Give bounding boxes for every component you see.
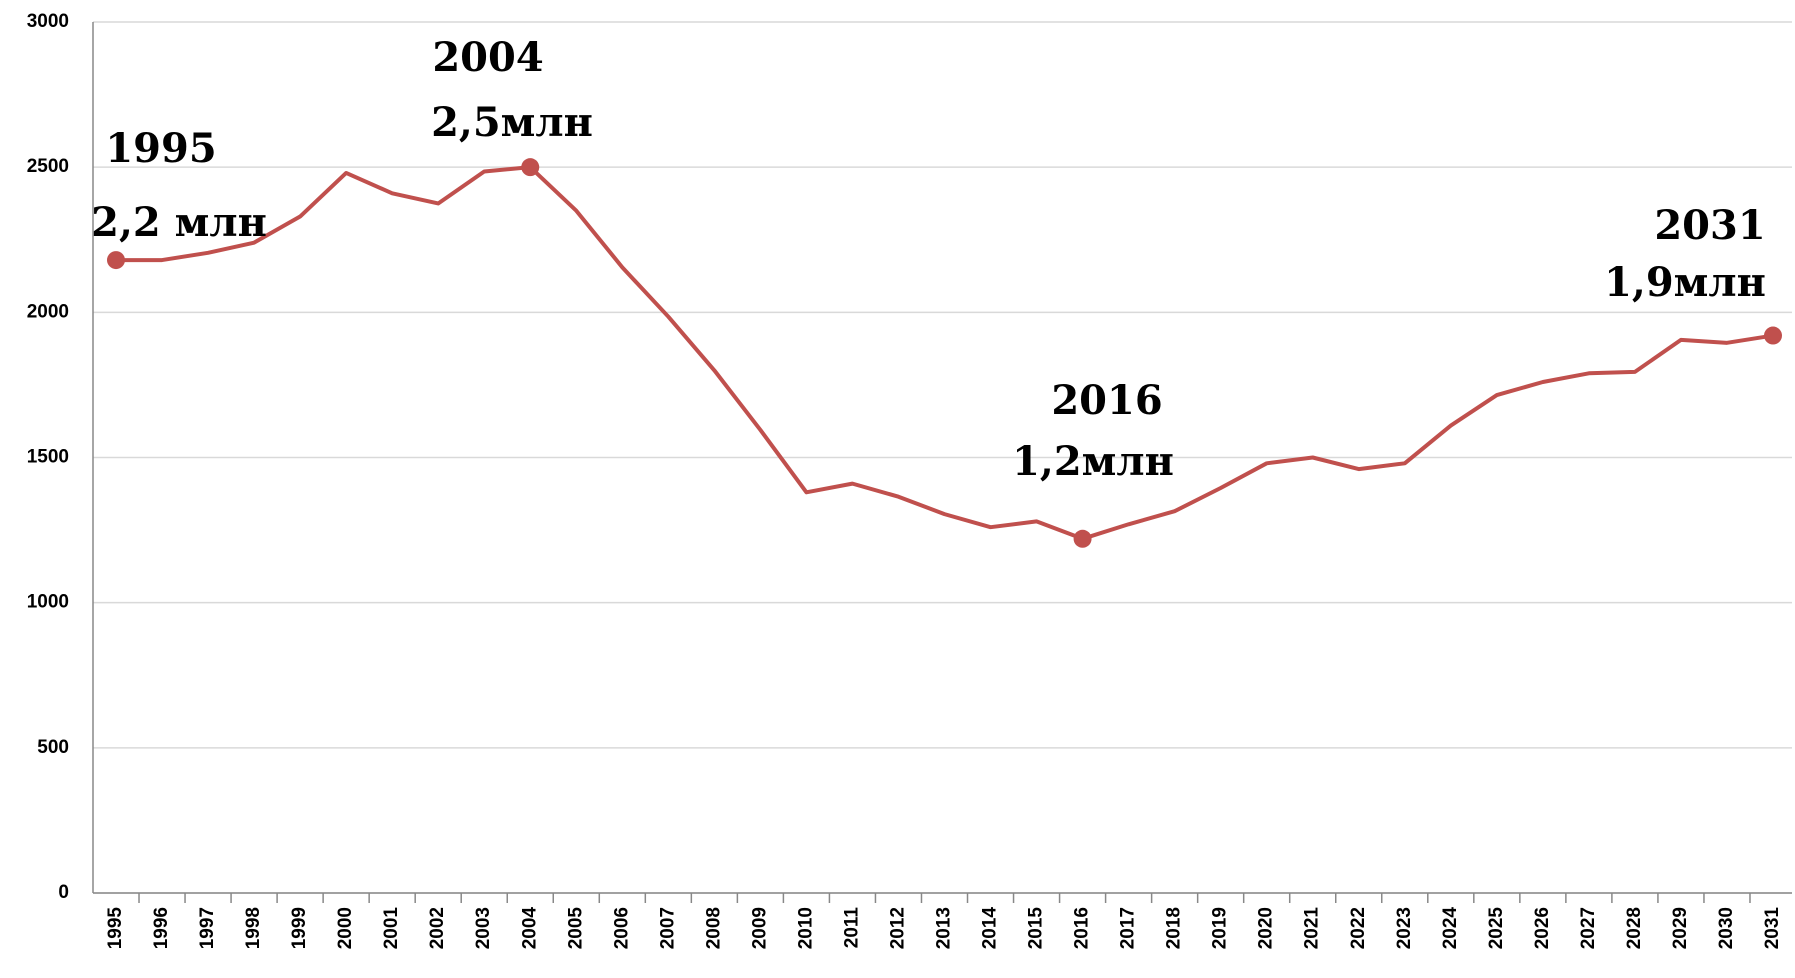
x-tick-label: 2016 (1072, 907, 1093, 949)
x-tick-label: 2001 (381, 907, 402, 950)
x-tick-label: 2008 (703, 907, 724, 949)
data-line (116, 165, 1774, 541)
data-point (1764, 326, 1782, 345)
x-tick-label: 2007 (657, 907, 678, 949)
x-tick-label: 2022 (1348, 907, 1369, 949)
annotation-label: 1,9млн (1604, 259, 1766, 306)
x-tick-label: 2028 (1624, 907, 1645, 949)
y-tick-label: 2000 (27, 301, 69, 322)
x-tick-label: 2026 (1532, 907, 1553, 949)
x-tick-label: 2009 (749, 907, 770, 949)
y-tick-label: 2500 (27, 156, 69, 177)
x-tick-label: 2002 (427, 907, 448, 949)
data-point (107, 251, 125, 270)
x-tick-label: 2024 (1440, 907, 1461, 950)
x-tick-label: 2006 (611, 907, 632, 949)
annotation-year: 2031 (1654, 202, 1765, 249)
annotation-label: 1,2млн (1012, 438, 1174, 485)
y-tick-label: 3000 (27, 11, 69, 32)
x-tick-label: 2000 (335, 907, 356, 949)
x-tick-label: 2017 (1118, 907, 1139, 949)
x-tick-label: 2031 (1762, 907, 1783, 950)
x-tick-label: 2019 (1210, 907, 1231, 949)
x-tick-label: 2029 (1670, 907, 1691, 949)
data-point (521, 158, 540, 177)
y-tick-label: 500 (37, 737, 69, 758)
x-tick-label: 2025 (1486, 907, 1507, 950)
x-tick-label: 2021 (1302, 907, 1323, 950)
x-tick-label: 2010 (795, 907, 816, 949)
data-point (1073, 529, 1092, 548)
x-tick-label: 1997 (197, 907, 218, 949)
annotation-label: 2,2 млн (91, 199, 267, 246)
x-tick-label: 2005 (565, 907, 586, 950)
y-tick-label: 1500 (27, 447, 69, 468)
x-tick-label: 2012 (887, 907, 908, 949)
x-tick-label: 2003 (473, 907, 494, 949)
x-tick-label: 2023 (1394, 907, 1415, 949)
annotation-label: 2,5млн (431, 99, 593, 146)
x-tick-label: 2011 (841, 907, 862, 949)
x-tick-label: 2030 (1716, 907, 1737, 949)
x-tick-label: 1995 (105, 907, 126, 950)
x-tick-label: 2014 (980, 907, 1001, 950)
x-tick-label: 2015 (1026, 907, 1047, 950)
y-tick-label: 1000 (27, 592, 69, 613)
x-tick-label: 2004 (519, 907, 540, 950)
x-tick-label: 1999 (289, 907, 310, 949)
x-tick-label: 2018 (1164, 907, 1185, 949)
annotation-year: 1995 (105, 125, 216, 172)
x-tick-label: 2027 (1578, 907, 1599, 949)
x-tick-label: 2013 (934, 907, 955, 949)
x-tick-label: 1998 (243, 907, 264, 949)
y-tick-label: 0 (58, 882, 69, 903)
annotation-year: 2016 (1051, 377, 1162, 424)
annotation-year: 2004 (432, 34, 543, 81)
x-tick-label: 2020 (1256, 907, 1277, 949)
x-tick-label: 1996 (151, 907, 172, 949)
